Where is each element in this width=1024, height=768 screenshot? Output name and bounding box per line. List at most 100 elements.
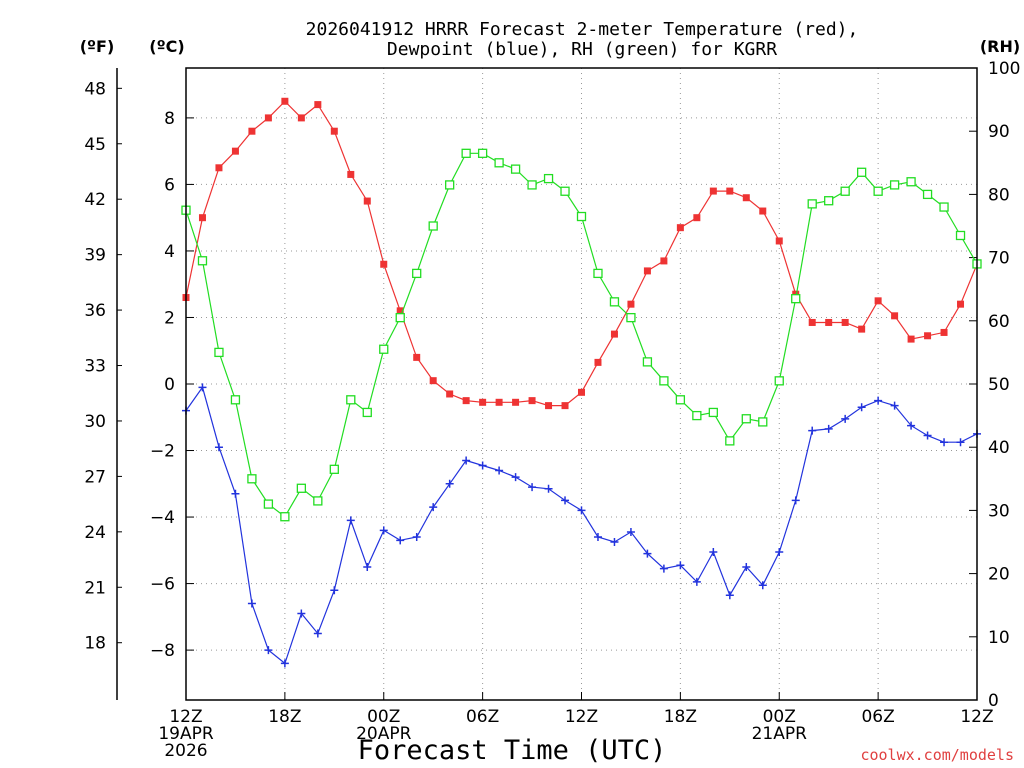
rh-point (955, 230, 966, 241)
fahrenheit-tick-label: 45 (84, 135, 106, 155)
time-tick-label: 19APR (158, 724, 214, 744)
rh-tick-label: 50 (988, 375, 1010, 395)
rh-point (543, 173, 554, 184)
series-open-square (181, 148, 982, 522)
temperature-point (231, 147, 239, 155)
dewpoint-point (577, 506, 586, 515)
rh-point (774, 376, 784, 386)
dewpoint-point (643, 549, 652, 558)
temperature-point (841, 318, 849, 326)
rh-tick-label: 30 (988, 501, 1010, 521)
rh-point (791, 294, 801, 304)
rh-point (906, 177, 916, 187)
rh-point (609, 297, 620, 307)
fahrenheit-tick-label: 36 (84, 301, 106, 321)
dewpoint-point (363, 562, 372, 571)
plot-frame (185, 67, 978, 701)
rh-point (626, 312, 636, 323)
rh-point (379, 344, 389, 354)
fahrenheit-tick-label: 42 (84, 190, 106, 210)
temperature-point (709, 187, 717, 195)
rh-point (412, 268, 422, 279)
rh-point (477, 148, 488, 158)
temperature-point (479, 398, 487, 406)
rh-point (527, 180, 537, 190)
temperature-point (314, 101, 322, 109)
rh-tick-label: 80 (988, 185, 1010, 205)
dewpoint-point (445, 479, 454, 488)
celsius-unit-label: (ºC) (149, 37, 184, 56)
rh-point (428, 221, 438, 231)
celsius-tick-label: −2 (150, 442, 175, 462)
temperature-point (940, 328, 948, 336)
temperature-point (561, 402, 569, 410)
rh-point (494, 158, 504, 168)
dewpoint-point (610, 538, 619, 546)
rh-tick-label: 70 (988, 249, 1010, 269)
dewpoint-point (462, 456, 471, 465)
time-tick-label: 2026 (164, 741, 207, 761)
temperature-point (858, 325, 866, 333)
fahrenheit-axis-ticks: 18 21 24 27 30 33 36 39 42 45 48 (84, 79, 122, 654)
temperature-point (825, 318, 833, 326)
fahrenheit-tick-label: 24 (84, 523, 106, 543)
temperature-point (775, 237, 783, 245)
temperature-point (924, 332, 932, 340)
rh-point (214, 347, 224, 358)
temperature-point (693, 214, 701, 222)
temperature-point (726, 187, 734, 195)
dewpoint-point (824, 424, 833, 433)
rh-point (889, 180, 900, 190)
fahrenheit-tick-label: 27 (84, 467, 106, 487)
rh-unit-label: (RH) (980, 37, 1020, 56)
dewpoint-point (396, 536, 405, 545)
dewpoint-point (742, 562, 751, 571)
temperature-point (660, 257, 668, 265)
temperature-point (808, 318, 816, 326)
dewpoint-point (940, 438, 949, 447)
celsius-tick-label: −8 (150, 641, 175, 661)
rh-point (197, 256, 208, 266)
rh-point (692, 410, 702, 421)
temperature-point (297, 114, 305, 122)
temperature-point (380, 260, 388, 268)
rh-point (230, 395, 241, 405)
rh-point (807, 199, 817, 209)
dewpoint-point (956, 438, 965, 447)
gridlines (186, 68, 977, 700)
fahrenheit-tick-label: 39 (84, 246, 106, 266)
temperature-point (198, 214, 206, 222)
rh-tick-label: 60 (988, 312, 1010, 332)
temperature-point (891, 312, 899, 320)
temperature-point (957, 300, 965, 308)
temperature-point (759, 207, 767, 215)
temperature-point (874, 297, 882, 305)
rh-tick-label: 100 (988, 59, 1020, 79)
rh-tick-label: 10 (988, 628, 1010, 648)
dewpoint-point (264, 646, 273, 655)
time-tick-label: 21APR (752, 724, 808, 744)
rh-point (576, 211, 587, 222)
temperature-point (643, 267, 651, 275)
dewpoint-point (758, 581, 767, 590)
rh-point (659, 376, 669, 386)
temperature-point (413, 353, 421, 361)
temperature-point (528, 397, 536, 405)
dewpoint-point (313, 629, 322, 638)
rh-point (593, 268, 603, 279)
temperature-point (676, 224, 684, 232)
chart-title-line-1: 2026041912 HRRR Forecast 2-meter Tempera… (306, 19, 859, 40)
chart-title: 2026041912 HRRR Forecast 2-meter Tempera… (306, 19, 859, 60)
temperature-point (907, 335, 915, 343)
time-tick-label: 12Z (169, 707, 202, 727)
dewpoint-point (330, 586, 339, 595)
rh-point (329, 464, 339, 474)
temperature-point (347, 170, 355, 178)
rh-point (510, 164, 521, 174)
dewpoint-point (478, 461, 487, 470)
dewpoint-point (709, 547, 718, 556)
rh-axis-ticks: 0 10 20 30 40 50 60 70 80 90 100 (969, 59, 1020, 711)
rh-point (708, 407, 718, 418)
